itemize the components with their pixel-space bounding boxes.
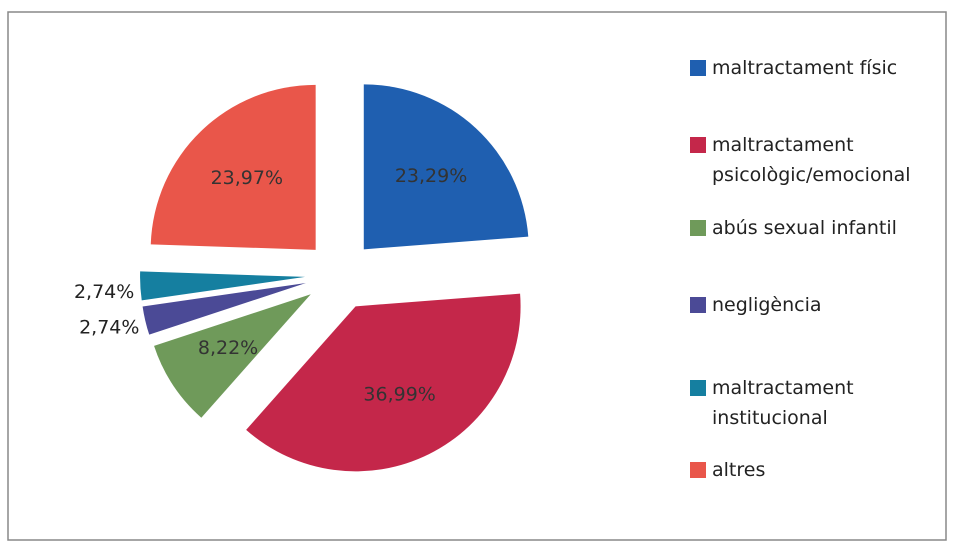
legend-item: altres xyxy=(690,455,956,485)
legend-item: negligència xyxy=(690,290,956,320)
legend-label: altres xyxy=(712,459,766,481)
legend-item: maltractament institucional xyxy=(690,373,956,433)
legend-label: abús sexual infantil xyxy=(712,217,897,239)
legend-swatch xyxy=(690,60,706,76)
data-label: 2,74% xyxy=(79,317,139,339)
pie-slice xyxy=(140,271,306,301)
pie-slice xyxy=(142,282,306,335)
legend-label: maltractament físic xyxy=(712,57,898,79)
pie-slice xyxy=(246,293,521,472)
data-label: 36,99% xyxy=(363,383,435,405)
pie-slice xyxy=(363,84,529,250)
data-label: 23,97% xyxy=(211,167,283,189)
legend-item: maltractament psicològic/emocional xyxy=(690,130,956,190)
legend-label: negligència xyxy=(712,294,822,316)
legend-swatch xyxy=(690,380,706,396)
pie-slice xyxy=(150,84,316,250)
legend-item: maltractament físic xyxy=(690,53,956,83)
legend-swatch xyxy=(690,462,706,478)
legend-swatch xyxy=(690,137,706,153)
data-label: 2,74% xyxy=(74,281,134,303)
data-label: 8,22% xyxy=(198,337,258,359)
pie-slice xyxy=(154,294,311,418)
legend-swatch xyxy=(690,220,706,236)
legend-item: abús sexual infantil xyxy=(690,213,956,243)
legend-swatch xyxy=(690,297,706,313)
legend-label: maltractament psicològic/emocional xyxy=(712,134,911,186)
frame xyxy=(7,11,947,541)
data-label: 23,29% xyxy=(395,165,467,187)
legend-label: maltractament institucional xyxy=(712,377,854,429)
